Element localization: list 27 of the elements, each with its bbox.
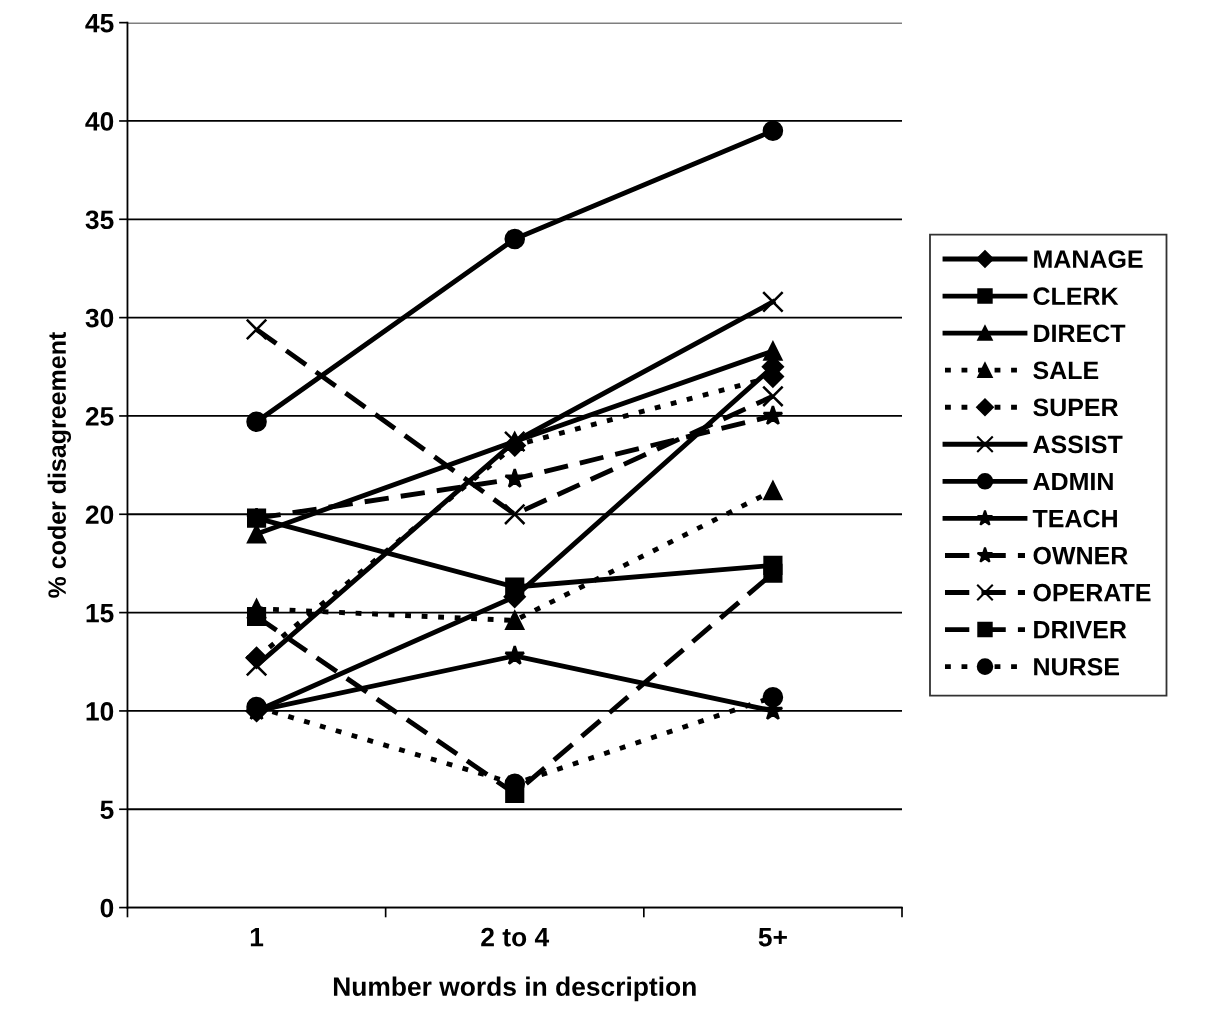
legend-label: OPERATE [1033, 583, 1151, 602]
legend-label: DRIVER [1034, 621, 1127, 639]
y-tick-label: 20 [85, 505, 114, 525]
legend-label: SUPER [1033, 398, 1119, 417]
x-tick-label: 5+ [758, 927, 787, 947]
y-axis-title: % coder disagreement [47, 332, 72, 598]
legend-label: MANAGE [1034, 250, 1143, 269]
y-tick-label: 35 [85, 210, 114, 230]
legend-label: OWNER [1033, 546, 1128, 565]
x-tick-label: 2 to 4 [481, 927, 550, 947]
y-tick-label: 10 [86, 702, 114, 721]
y-tick-label: 30 [85, 308, 114, 328]
legend-label: SALE [1033, 361, 1099, 380]
y-tick-label: 5 [100, 800, 114, 820]
legend-label: ADMIN [1033, 472, 1113, 491]
y-tick-label: 40 [85, 112, 114, 131]
x-axis-title: Number words in description [333, 976, 696, 1002]
legend-label: CLERK [1033, 287, 1119, 306]
x-tick-label: 1 [250, 927, 264, 947]
legend-label: ASSIST [1033, 435, 1123, 454]
legend-label: TEACH [1032, 509, 1117, 528]
y-tick-label: 0 [100, 898, 114, 918]
legend-label: DIRECT [1034, 324, 1126, 343]
y-tick-label: 25 [85, 407, 114, 426]
y-tick-label: 15 [86, 604, 114, 623]
y-tick-label: 45 [85, 14, 114, 33]
legend-label: NURSE [1034, 657, 1120, 676]
